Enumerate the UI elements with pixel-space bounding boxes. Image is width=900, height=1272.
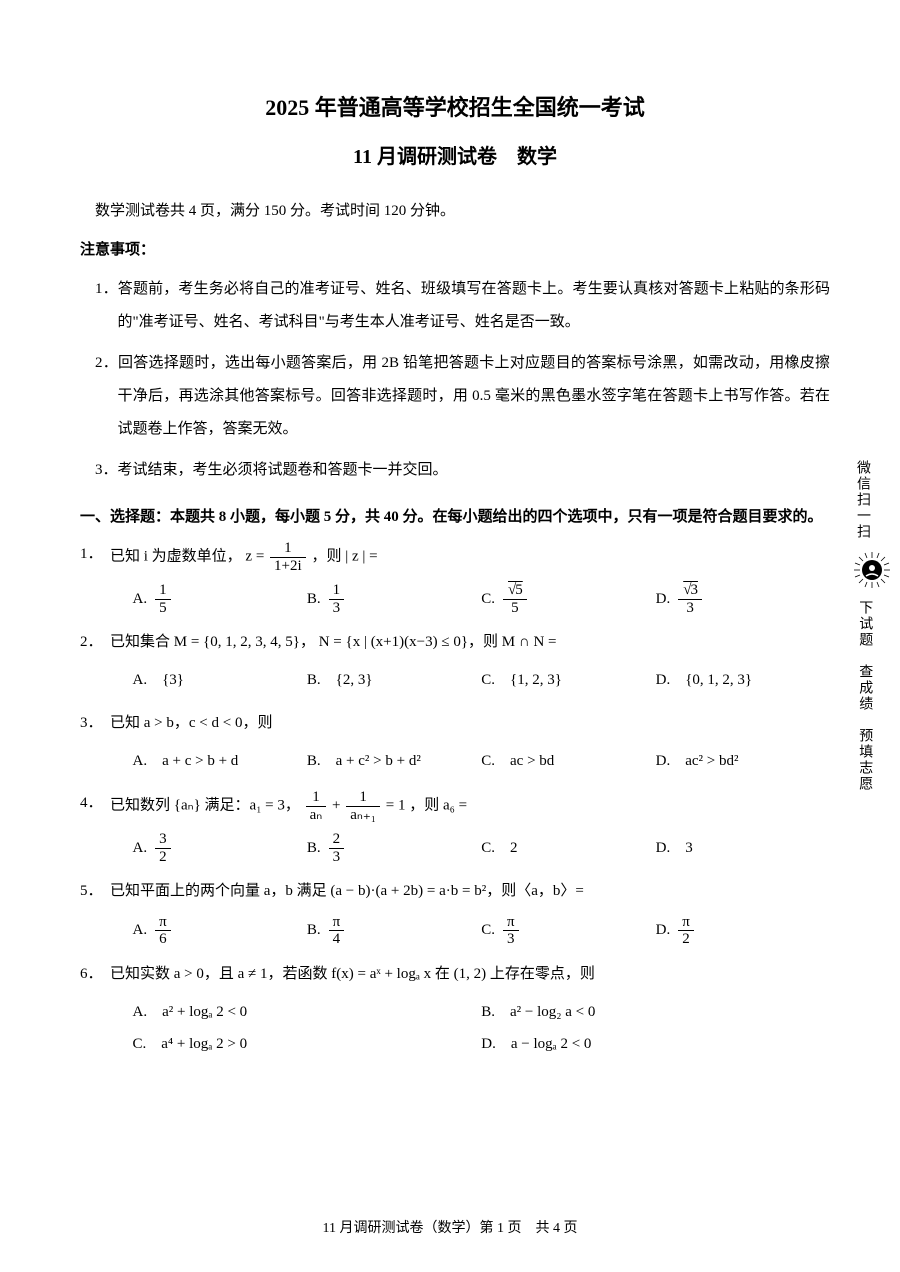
options: A.15 B.13 C.55 D.33 [110, 582, 830, 616]
q-num: 6． [80, 960, 110, 1061]
option-d: D.33 [656, 582, 830, 616]
options: A. a² + logₐ 2 < 0 B. a² − log₂ a < 0 C.… [110, 996, 830, 1060]
option-b: B. a + c² > b + d² [307, 745, 481, 777]
section-title: 一、选择题：本题共 8 小题，每小题 5 分，共 40 分。在每小题给出的四个选… [80, 505, 830, 526]
option-a: A.π6 [133, 914, 307, 948]
q-num: 4． [80, 789, 110, 865]
options: A.32 B.23 C. 2 D. 3 [110, 831, 830, 865]
notice-item: 3．考试结束，考生必须将试题卷和答题卡一并交回。 [80, 454, 830, 487]
option-d: D. 3 [656, 831, 830, 865]
q-stem: 已知平面上的两个向量 a，b 满足 (a − b)·(a + 2b) = a·b… [110, 877, 830, 906]
q-body: 已知 i 为虚数单位， z = 11+2i ，则 | z | = A.15 B.… [110, 540, 830, 616]
option-c: C. {1, 2, 3} [481, 665, 655, 697]
q-stem: 已知 i 为虚数单位， z = 11+2i ，则 | z | = [110, 540, 830, 574]
title-main: 2025 年普通高等学校招生全国统一考试 [80, 90, 830, 122]
option-a: A. a + c > b + d [133, 745, 307, 777]
q-num: 2． [80, 628, 110, 697]
notice-title: 注意事项： [80, 238, 830, 259]
option-c: C. a⁴ + logₐ 2 > 0 [133, 1028, 482, 1060]
q-body: 已知平面上的两个向量 a，b 满足 (a − b)·(a + 2b) = a·b… [110, 877, 830, 948]
title-sub: 11 月调研测试卷 数学 [80, 140, 830, 169]
options: A. a + c > b + d B. a + c² > b + d² C. a… [110, 745, 830, 777]
option-d: D.π2 [656, 914, 830, 948]
sidebar-top-text: 微信扫一扫 [852, 460, 872, 540]
option-b: B.π4 [307, 914, 481, 948]
q-body: 已知集合 M = {0, 1, 2, 3, 4, 5}， N = {x | (x… [110, 628, 830, 697]
option-b: B.23 [307, 831, 481, 865]
sidebar: 微信扫一扫 下试题 查成绩 预填志愿 [852, 460, 882, 792]
option-c: C. ac > bd [481, 745, 655, 777]
options: A.π6 B.π4 C.π3 D.π2 [110, 914, 830, 948]
q-stem: 已知 a > b，c < d < 0，则 [110, 709, 830, 738]
question-3: 3． 已知 a > b，c < d < 0，则 A. a + c > b + d… [80, 709, 830, 778]
option-b: B. {2, 3} [307, 665, 481, 697]
question-1: 1． 已知 i 为虚数单位， z = 11+2i ，则 | z | = A.15… [80, 540, 830, 616]
notice-item: 1．答题前，考生务必将自己的准考证号、姓名、班级填写在答题卡上。考生要认真核对答… [80, 273, 830, 339]
options: A. {3} B. {2, 3} C. {1, 2, 3} D. {0, 1, … [110, 665, 830, 697]
option-a: A.15 [133, 582, 307, 616]
option-d: D. a − logₐ 2 < 0 [481, 1028, 830, 1060]
q-num: 5． [80, 877, 110, 948]
question-6: 6． 已知实数 a > 0，且 a ≠ 1，若函数 f(x) = aˣ + lo… [80, 960, 830, 1061]
notice-item: 2．回答选择题时，选出每小题答案后，用 2B 铅笔把答题卡上对应题目的答案标号涂… [80, 347, 830, 446]
page-footer: 11 月调研测试卷（数学）第 1 页 共 4 页 [0, 1217, 900, 1237]
q-stem: 已知数列 {aₙ} 满足：a₁ = 3， 1aₙ + 1aₙ₊₁ = 1 ，则 … [110, 789, 830, 823]
question-2: 2． 已知集合 M = {0, 1, 2, 3, 4, 5}， N = {x |… [80, 628, 830, 697]
intro-text: 数学测试卷共 4 页，满分 150 分。考试时间 120 分钟。 [80, 199, 830, 220]
option-a: A. {3} [133, 665, 307, 697]
sidebar-bottom-text: 下试题 查成绩 预填志愿 [852, 600, 877, 792]
q-num: 3． [80, 709, 110, 778]
q-stem: 已知集合 M = {0, 1, 2, 3, 4, 5}， N = {x | (x… [110, 628, 830, 657]
option-c: C.55 [481, 582, 655, 616]
question-4: 4． 已知数列 {aₙ} 满足：a₁ = 3， 1aₙ + 1aₙ₊₁ = 1 … [80, 789, 830, 865]
q-body: 已知数列 {aₙ} 满足：a₁ = 3， 1aₙ + 1aₙ₊₁ = 1 ，则 … [110, 789, 830, 865]
q-body: 已知 a > b，c < d < 0，则 A. a + c > b + d B.… [110, 709, 830, 778]
qr-icon [852, 550, 892, 590]
option-c: C.π3 [481, 914, 655, 948]
option-a: A.32 [133, 831, 307, 865]
option-b: B. a² − log₂ a < 0 [481, 996, 830, 1028]
q-body: 已知实数 a > 0，且 a ≠ 1，若函数 f(x) = aˣ + logₐ … [110, 960, 830, 1061]
option-a: A. a² + logₐ 2 < 0 [133, 996, 482, 1028]
option-d: D. ac² > bd² [656, 745, 830, 777]
question-5: 5． 已知平面上的两个向量 a，b 满足 (a − b)·(a + 2b) = … [80, 877, 830, 948]
q-num: 1． [80, 540, 110, 616]
option-d: D. {0, 1, 2, 3} [656, 665, 830, 697]
option-b: B.13 [307, 582, 481, 616]
q-stem: 已知实数 a > 0，且 a ≠ 1，若函数 f(x) = aˣ + logₐ … [110, 960, 830, 989]
option-c: C. 2 [481, 831, 655, 865]
